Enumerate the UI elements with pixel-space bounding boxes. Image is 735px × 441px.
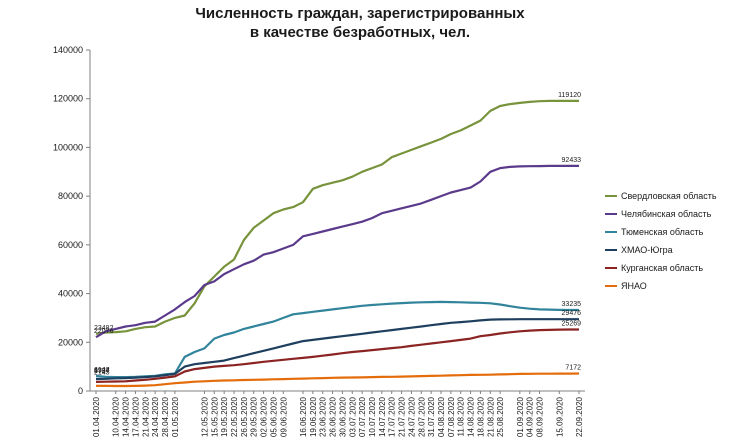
x-tick-label: 19.06.2020 [309, 396, 318, 437]
y-tick-label: 60000 [58, 240, 83, 250]
x-tick-label: 30.06.2020 [338, 396, 347, 437]
x-tick-label: 07.07.2020 [358, 396, 367, 437]
x-tick-label: 01.04.2020 [92, 396, 101, 437]
legend-item: Тюменская область [605, 223, 717, 241]
chart-title-line-2: в качестве безработных, чел. [249, 24, 471, 41]
x-tick-label: 05.06.2020 [269, 396, 278, 437]
legend-label: Тюменская область [621, 227, 704, 237]
y-tick-label: 0 [78, 386, 83, 396]
x-tick-label: 21.08.2020 [486, 396, 495, 437]
x-tick-label: 11.08.2020 [457, 396, 466, 436]
x-tick-label: 31.07.2020 [427, 396, 436, 437]
data-label: 6144 [94, 367, 110, 374]
data-label: 33235 [562, 301, 582, 308]
legend-item: ЯНАО [605, 277, 717, 295]
legend-label: Свердловская область [621, 191, 717, 201]
y-tick-label: 40000 [58, 289, 83, 299]
chart-legend: Свердловская область Челябинская область Т… [605, 187, 717, 295]
data-label: 7172 [565, 365, 581, 372]
legend-item: Курганская область [605, 259, 717, 277]
x-tick-label: 04.09.2020 [526, 396, 535, 437]
data-label: 119120 [558, 92, 581, 99]
x-tick-label: 24.07.2020 [407, 396, 416, 437]
y-tick-label: 100000 [53, 142, 83, 152]
series-line-2 [95, 164, 579, 339]
x-tick-label: 12.05.2020 [200, 396, 209, 437]
x-tick-label: 19.05.2020 [220, 396, 229, 437]
y-tick-label: 140000 [53, 45, 83, 55]
data-label: 23482 [94, 325, 114, 332]
legend-swatch [605, 249, 617, 251]
y-tick-label: 120000 [53, 94, 83, 104]
data-label: 22076 [94, 328, 114, 335]
series-line-4 [95, 318, 579, 381]
x-tick-label: 16.06.2020 [299, 396, 308, 437]
x-tick-label: 03.07.2020 [348, 396, 357, 437]
y-tick-label: 80000 [58, 191, 83, 201]
data-label: 3737 [94, 368, 110, 375]
series-line-6 [95, 372, 580, 388]
x-tick-label: 25.08.2020 [496, 396, 505, 437]
x-tick-label: 26.06.2020 [329, 396, 338, 437]
x-tick-label: 26.05.2020 [240, 396, 249, 437]
x-tick-label: 28.07.2020 [417, 396, 426, 437]
legend-swatch [605, 285, 617, 287]
data-label: 4927 [94, 367, 110, 374]
x-tick-label: 23.06.2020 [319, 396, 328, 437]
legend-item: Свердловская область [605, 187, 717, 205]
x-tick-label: 21.04.2020 [141, 396, 150, 437]
series-line-3 [95, 300, 579, 379]
x-tick-label: 07.08.2020 [447, 396, 456, 437]
x-tick-label: 02.06.2020 [260, 396, 269, 437]
data-label: 29476 [562, 310, 582, 317]
x-tick-label: 18.08.2020 [476, 396, 485, 437]
legend-item: ХМАО-Югра [605, 241, 717, 259]
x-tick-label: 14.07.2020 [378, 396, 387, 437]
x-tick-label: 09.06.2020 [279, 396, 288, 437]
x-tick-label: 21.07.2020 [398, 396, 407, 437]
x-tick-label: 17.07.2020 [388, 396, 397, 437]
x-tick-label: 22.09.2020 [575, 396, 584, 437]
x-tick-label: 29.05.2020 [250, 396, 259, 437]
x-tick-label: 14.04.2020 [122, 396, 131, 437]
legend-label: Челябинская область [621, 209, 712, 219]
x-tick-label: 24.04.2020 [151, 396, 160, 437]
x-tick-label: 15.09.2020 [555, 396, 564, 437]
data-label: 2145 [94, 369, 110, 376]
legend-item: Челябинская область [605, 205, 717, 223]
x-tick-label: 10.07.2020 [368, 396, 377, 437]
x-tick-label: 15.05.2020 [210, 396, 219, 437]
x-tick-label: 08.09.2020 [536, 396, 545, 437]
x-tick-label: 28.04.2020 [161, 396, 170, 437]
y-tick-label: 20000 [58, 337, 83, 347]
legend-swatch [605, 231, 617, 233]
data-label: 25269 [562, 320, 582, 327]
chart-title-line-1: Численность граждан, зарегистрированных [195, 5, 525, 22]
chart-title: Численность граждан, зарегистрированных … [160, 4, 560, 42]
x-tick-label: 04.08.2020 [437, 396, 446, 437]
legend-label: ХМАО-Югра [621, 245, 673, 255]
x-tick-label: 01.05.2020 [171, 396, 180, 437]
series-line-1 [95, 99, 579, 335]
legend-swatch [605, 195, 617, 197]
legend-label: Курганская область [621, 263, 704, 273]
data-label: 92433 [562, 157, 582, 164]
x-tick-label: 17.04.2020 [131, 396, 140, 437]
legend-label: ЯНАО [621, 281, 647, 291]
x-tick-label: 10.04.2020 [112, 396, 121, 437]
x-tick-label: 22.05.2020 [230, 396, 239, 437]
legend-swatch [605, 213, 617, 215]
x-tick-label: 01.09.2020 [516, 396, 525, 437]
x-tick-label: 14.08.2020 [467, 396, 476, 437]
series-line-5 [95, 328, 579, 383]
legend-swatch [605, 267, 617, 269]
